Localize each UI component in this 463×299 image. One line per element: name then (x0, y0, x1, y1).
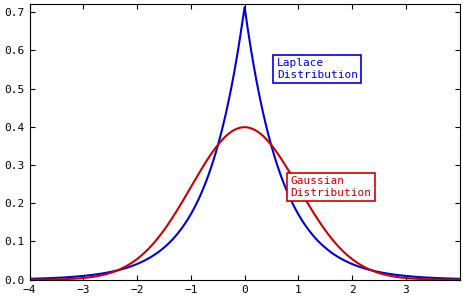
Text: Laplace
Distribution: Laplace Distribution (276, 58, 357, 80)
Text: Gaussian
Distribution: Gaussian Distribution (290, 176, 370, 198)
